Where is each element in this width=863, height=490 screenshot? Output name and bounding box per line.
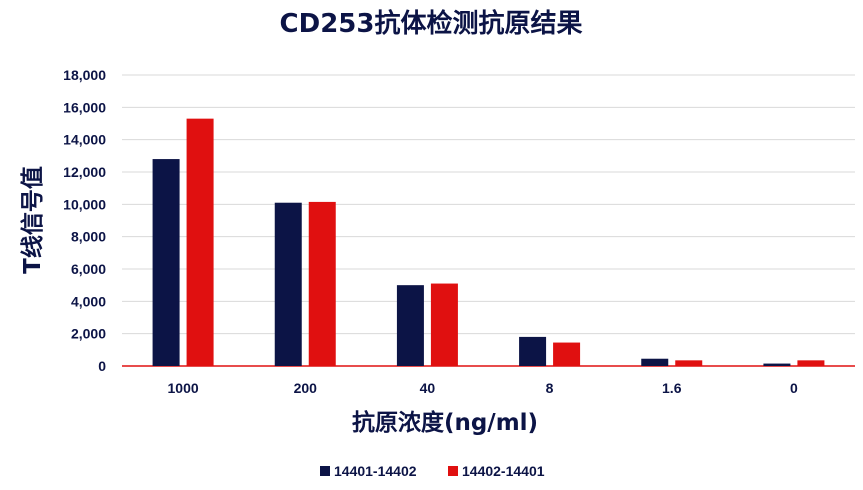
bar-2-8 — [553, 342, 581, 366]
bar-2-1000 — [186, 118, 214, 367]
y-tick-label: 18,000 — [63, 67, 106, 83]
x-tick-label: 1000 — [168, 380, 199, 396]
y-tick-label: 8,000 — [71, 229, 106, 245]
bar-2-200 — [308, 201, 336, 366]
y-axis-title: T线信号值 — [19, 166, 46, 274]
x-tick-label: 1.6 — [662, 380, 682, 396]
bar-1-0 — [763, 363, 791, 366]
y-tick-label: 4,000 — [71, 293, 106, 309]
y-tick-label: 14,000 — [63, 132, 106, 148]
bar-1-1.6 — [641, 358, 669, 366]
bar-2-1.6 — [675, 360, 703, 366]
bar-1-1000 — [152, 159, 180, 366]
legend-label: 14401-14402 — [334, 463, 417, 479]
legend-label: 14402-14401 — [462, 463, 545, 479]
x-axis-title: 抗原浓度(ng/ml) — [352, 409, 538, 436]
y-tick-label: 16,000 — [63, 99, 106, 115]
x-tick-label: 8 — [546, 380, 554, 396]
y-tick-label: 0 — [98, 358, 106, 374]
y-axis-ticks: 0 2,000 4,000 6,000 8,000 10,000 12,000 14,000 1… — [63, 67, 106, 374]
x-tick-label: 0 — [790, 380, 798, 396]
bar-2-0 — [797, 360, 825, 366]
y-tick-label: 6,000 — [71, 261, 106, 277]
x-tick-label: 200 — [294, 380, 318, 396]
y-tick-label: 10,000 — [63, 196, 106, 212]
bars — [152, 118, 825, 367]
x-axis-ticks: 1000 200 40 8 1.6 0 — [168, 380, 799, 396]
y-tick-label: 2,000 — [71, 326, 106, 342]
legend-swatch — [320, 466, 330, 476]
bar-1-40 — [396, 285, 424, 366]
gridlines — [122, 74, 855, 367]
bar-2-40 — [430, 283, 458, 366]
y-tick-label: 12,000 — [63, 164, 106, 180]
legend-swatch — [448, 466, 458, 476]
x-tick-label: 40 — [420, 380, 436, 396]
bar-1-8 — [519, 336, 547, 366]
chart-title: CD253抗体检测抗原结果 — [280, 8, 583, 39]
legend: 14401-14402 14402-14401 — [320, 463, 545, 479]
bar-1-200 — [274, 202, 302, 366]
